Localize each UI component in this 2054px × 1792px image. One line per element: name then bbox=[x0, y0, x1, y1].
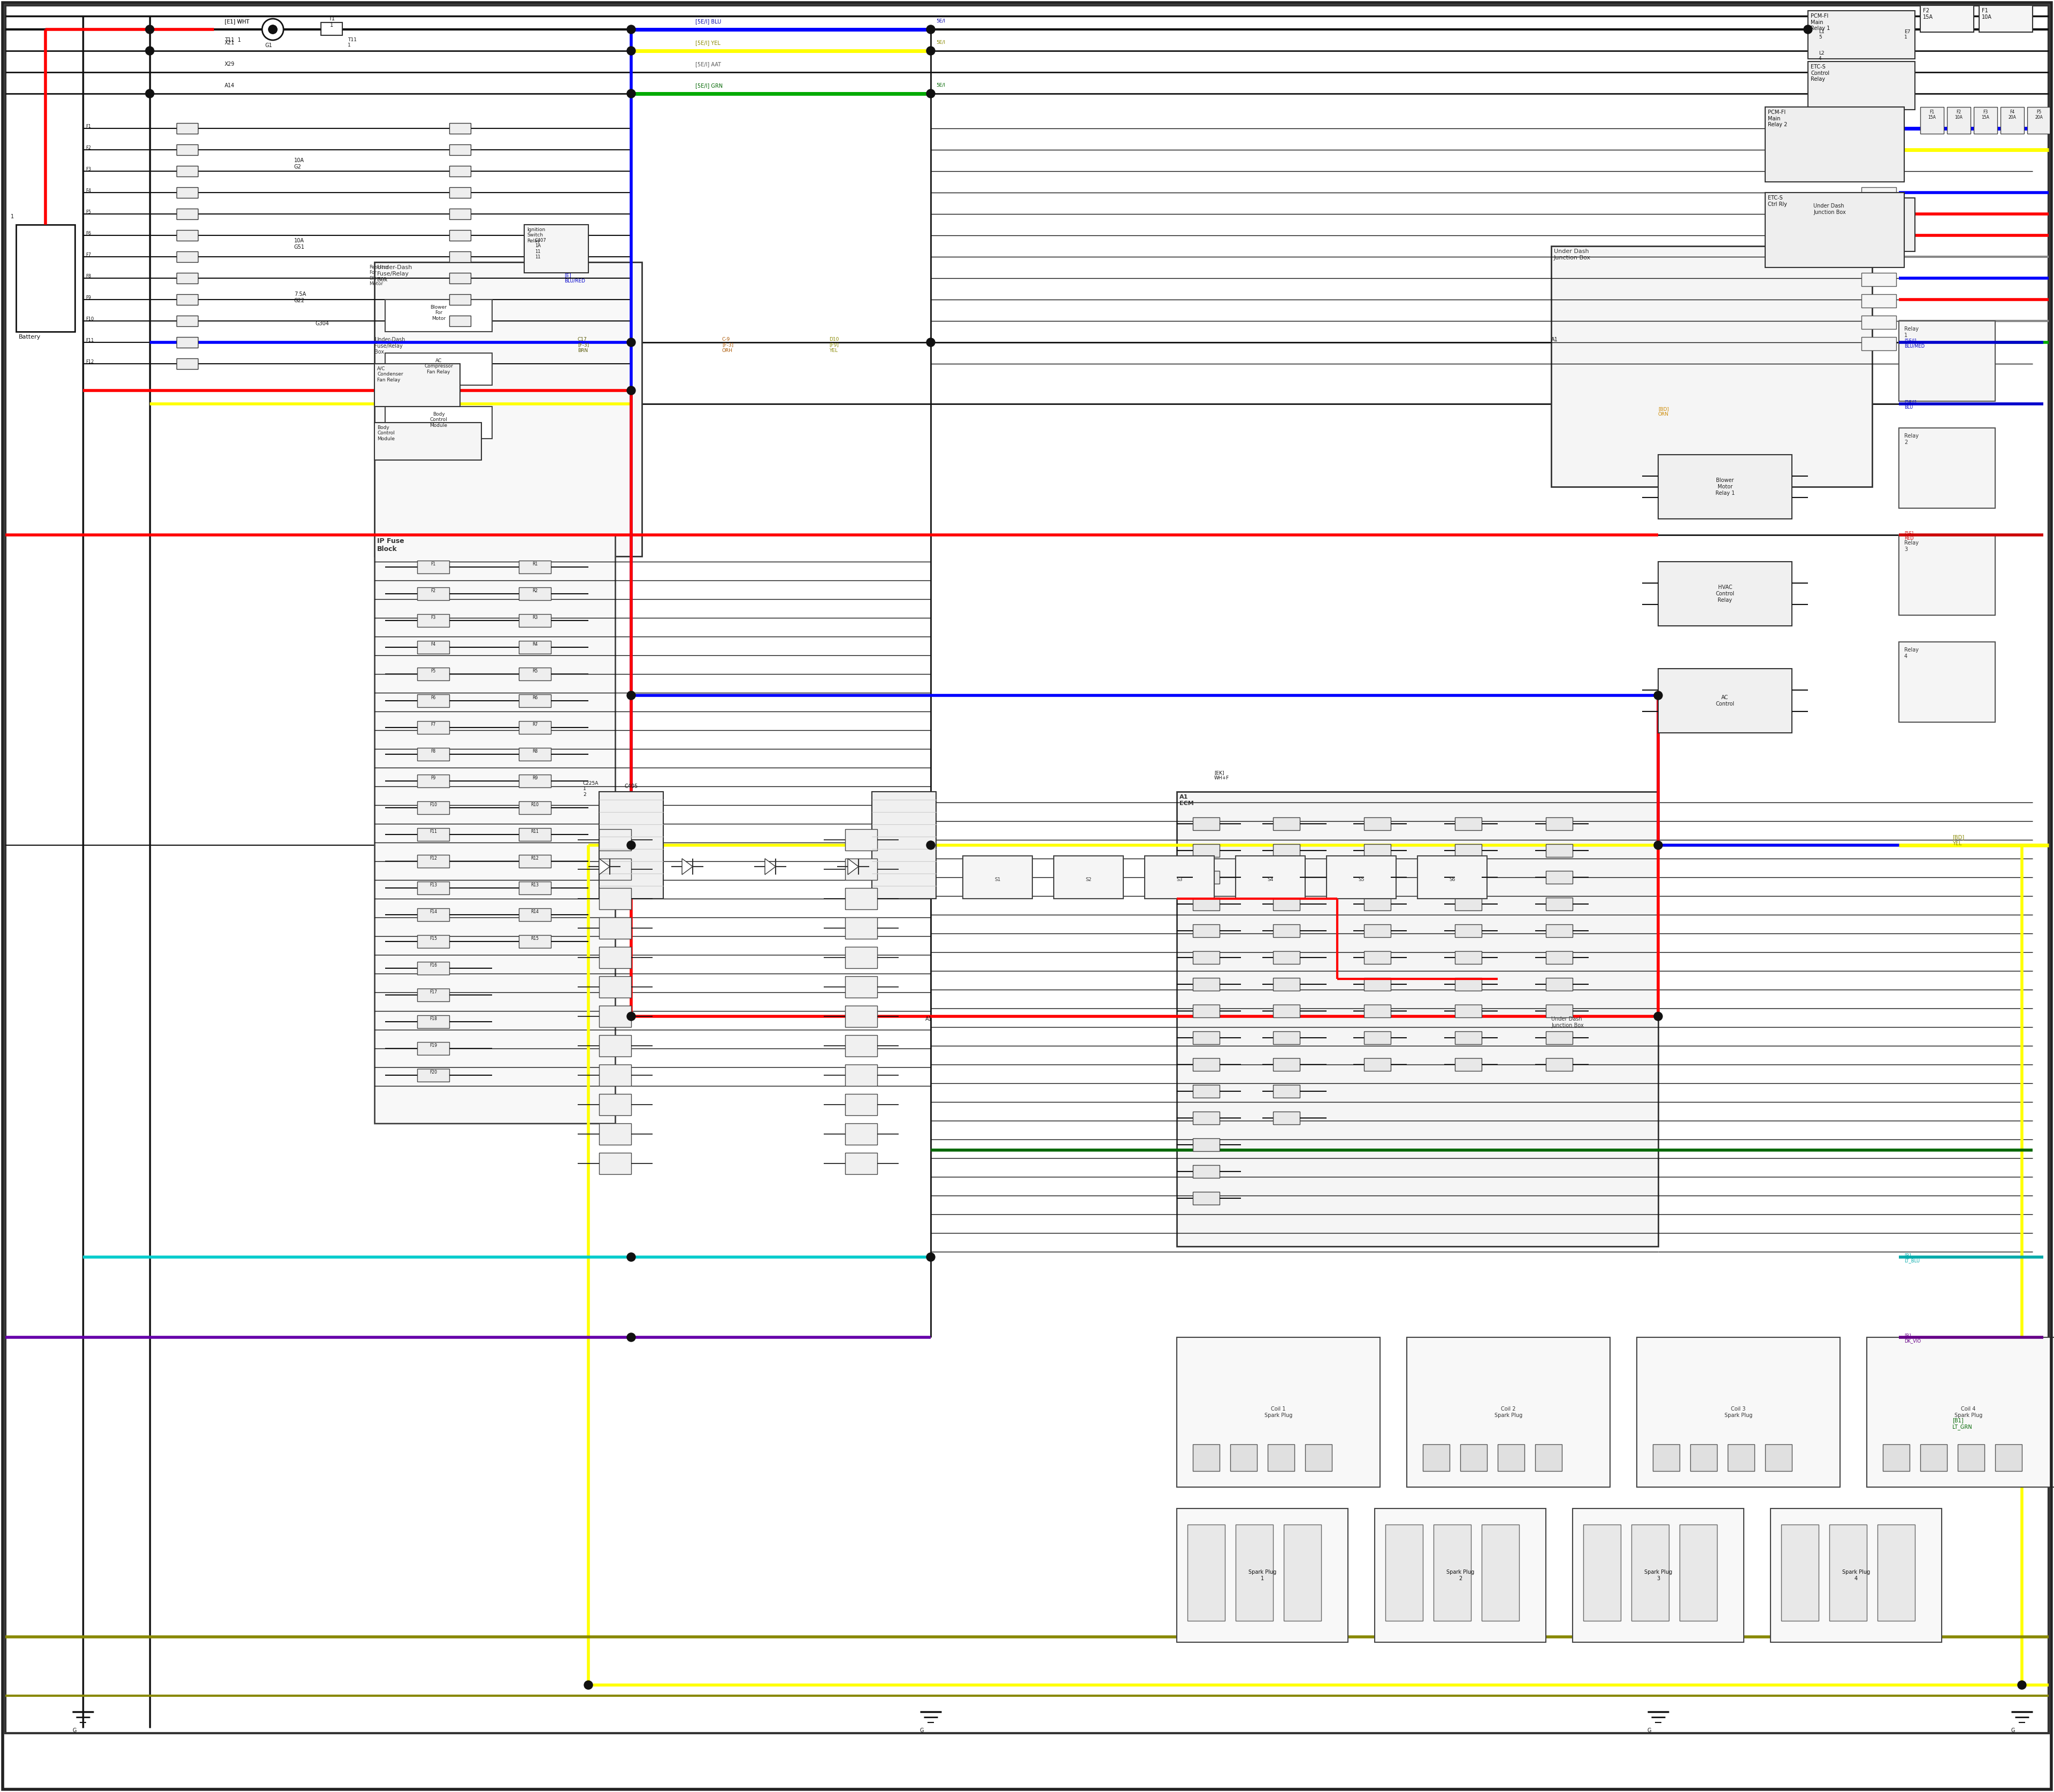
Text: R10: R10 bbox=[530, 803, 538, 806]
Bar bbox=[1957, 1444, 1984, 1471]
Bar bbox=[844, 1005, 877, 1027]
Bar bbox=[520, 720, 550, 735]
Text: 10A
G51: 10A G51 bbox=[294, 238, 304, 249]
Text: R15: R15 bbox=[530, 935, 538, 941]
Bar bbox=[320, 23, 343, 36]
Text: R3: R3 bbox=[532, 615, 538, 620]
Text: F7: F7 bbox=[431, 722, 435, 728]
Bar bbox=[1573, 1509, 1744, 1641]
Bar bbox=[1454, 925, 1481, 937]
Circle shape bbox=[626, 47, 635, 56]
Bar bbox=[1267, 1444, 1294, 1471]
Bar bbox=[1193, 1165, 1220, 1177]
Bar bbox=[1861, 186, 1896, 201]
Bar bbox=[1364, 871, 1391, 883]
Bar bbox=[1193, 978, 1220, 991]
Bar bbox=[417, 588, 450, 600]
Text: [E1] WHT: [E1] WHT bbox=[224, 18, 249, 23]
Text: [5E]
RED: [5E] RED bbox=[1904, 530, 1914, 541]
Text: C405: C405 bbox=[624, 783, 639, 788]
Circle shape bbox=[926, 840, 935, 849]
Text: F11: F11 bbox=[429, 830, 438, 833]
Bar bbox=[600, 1152, 631, 1174]
Circle shape bbox=[146, 25, 154, 34]
Bar bbox=[1974, 108, 1996, 134]
Text: Spark Plug
4: Spark Plug 4 bbox=[1842, 1570, 1869, 1581]
Text: C-9
[F-3]
ORH: C-9 [F-3] ORH bbox=[723, 337, 733, 353]
Bar bbox=[374, 423, 481, 461]
Text: G: G bbox=[1647, 1727, 1651, 1733]
Bar bbox=[1193, 871, 1220, 883]
Text: F3: F3 bbox=[431, 615, 435, 620]
Text: D10
[F9]
YEL: D10 [F9] YEL bbox=[830, 337, 838, 353]
Bar bbox=[417, 561, 450, 573]
Bar bbox=[1764, 192, 1904, 267]
Bar bbox=[1920, 108, 1943, 134]
Bar bbox=[1193, 925, 1220, 937]
Bar bbox=[1454, 1057, 1481, 1072]
Bar bbox=[844, 889, 877, 909]
Text: C225A
1
2: C225A 1 2 bbox=[583, 781, 600, 797]
Circle shape bbox=[926, 47, 935, 56]
Bar bbox=[1364, 817, 1391, 830]
Bar bbox=[1980, 5, 2033, 32]
Text: E7
1: E7 1 bbox=[1904, 29, 1910, 39]
Text: F5
20A: F5 20A bbox=[2036, 109, 2044, 120]
Text: F4
20A: F4 20A bbox=[2009, 109, 2017, 120]
Bar bbox=[844, 858, 877, 880]
Bar bbox=[1497, 1444, 1524, 1471]
Text: R9: R9 bbox=[532, 776, 538, 781]
Bar bbox=[1454, 978, 1481, 991]
Bar bbox=[1364, 1032, 1391, 1045]
Bar bbox=[1584, 1525, 1621, 1620]
Text: [EK]
WH+F: [EK] WH+F bbox=[1214, 771, 1230, 781]
Text: 1: 1 bbox=[10, 213, 14, 219]
Bar bbox=[1364, 1057, 1391, 1072]
Text: [5E/I]
BLU/MED: [5E/I] BLU/MED bbox=[1904, 339, 1925, 348]
Bar bbox=[1273, 925, 1300, 937]
Bar bbox=[1193, 844, 1220, 857]
Circle shape bbox=[1653, 692, 1662, 699]
Bar bbox=[600, 1036, 631, 1057]
Text: A1: A1 bbox=[926, 1016, 933, 1021]
Bar bbox=[1364, 952, 1391, 964]
Bar bbox=[1690, 1444, 1717, 1471]
Bar bbox=[1273, 898, 1300, 910]
Bar bbox=[177, 294, 197, 305]
Text: R4: R4 bbox=[532, 642, 538, 647]
Text: X29: X29 bbox=[224, 61, 234, 66]
Circle shape bbox=[626, 692, 635, 699]
Text: 5E/I: 5E/I bbox=[937, 18, 945, 23]
Text: Coil 3
Spark Plug: Coil 3 Spark Plug bbox=[1725, 1407, 1752, 1417]
Text: Battery: Battery bbox=[18, 335, 41, 340]
Text: Coil 2
Spark Plug: Coil 2 Spark Plug bbox=[1495, 1407, 1522, 1417]
Text: L1
5: L1 5 bbox=[1818, 29, 1824, 39]
Bar bbox=[1177, 1337, 1380, 1487]
Text: [5E/I] BLU: [5E/I] BLU bbox=[696, 18, 721, 23]
Bar bbox=[600, 977, 631, 998]
Text: PCM-FI
Main
Relay 1: PCM-FI Main Relay 1 bbox=[1812, 13, 1830, 30]
Bar bbox=[1680, 1525, 1717, 1620]
Bar bbox=[524, 224, 587, 272]
Bar bbox=[1193, 1057, 1220, 1072]
Bar bbox=[520, 828, 550, 840]
Bar bbox=[1764, 1444, 1791, 1471]
Bar bbox=[871, 792, 937, 898]
Polygon shape bbox=[764, 858, 776, 874]
Bar bbox=[417, 1041, 450, 1055]
Text: [E1] WHT: [E1] WHT bbox=[224, 18, 249, 23]
Bar bbox=[450, 229, 470, 240]
Circle shape bbox=[1803, 25, 1812, 34]
Bar bbox=[1284, 1525, 1321, 1620]
Bar bbox=[374, 364, 460, 407]
Text: AC
Control: AC Control bbox=[1715, 695, 1734, 706]
Text: F4: F4 bbox=[86, 188, 90, 194]
Text: ETC-S
Control
Relay: ETC-S Control Relay bbox=[1812, 65, 1830, 82]
Bar bbox=[963, 857, 1033, 898]
Bar bbox=[417, 801, 450, 814]
Bar bbox=[1808, 61, 1914, 109]
Bar bbox=[417, 935, 450, 948]
Text: R11: R11 bbox=[530, 830, 538, 833]
Text: F13: F13 bbox=[429, 883, 438, 887]
Bar bbox=[1808, 197, 1914, 251]
